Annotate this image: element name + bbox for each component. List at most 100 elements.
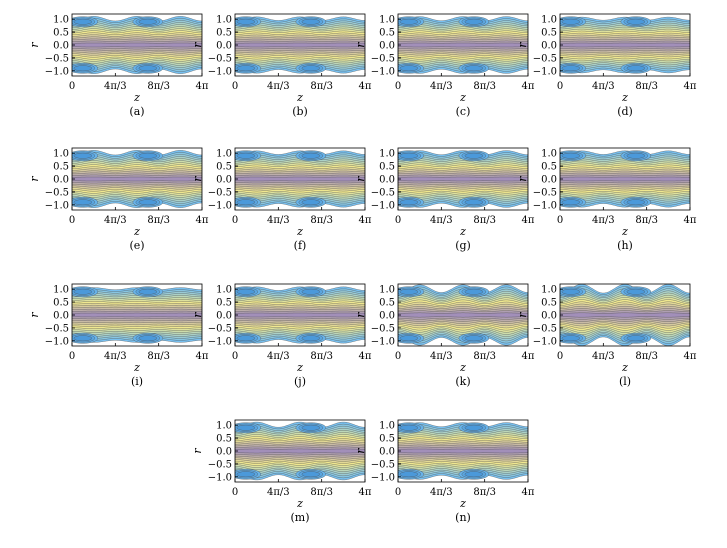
vortex-cell bbox=[626, 335, 646, 342]
vortex-cell bbox=[626, 288, 646, 295]
y-tick-label: 1.0 bbox=[53, 149, 69, 160]
y-tick-label: −0.5 bbox=[371, 459, 395, 470]
y-tick-label: 0.0 bbox=[379, 447, 395, 458]
x-tick-label: 0 bbox=[395, 487, 401, 498]
y-tick-label: 0.5 bbox=[53, 28, 69, 39]
x-tick-label: 8π/3 bbox=[310, 351, 333, 362]
x-tick-label: 4π bbox=[522, 351, 535, 362]
x-axis-label: z bbox=[621, 91, 628, 104]
vortex-cell bbox=[399, 335, 419, 342]
vortex-cell bbox=[301, 288, 321, 295]
y-tick-label: 0.5 bbox=[379, 162, 395, 173]
y-tick-label: −1.0 bbox=[45, 336, 69, 347]
x-tick-label: 0 bbox=[557, 215, 563, 226]
vortex-cell bbox=[236, 471, 256, 478]
x-tick-label: 8π/3 bbox=[147, 215, 170, 226]
y-tick-label: 0.0 bbox=[541, 175, 557, 186]
y-tick-label: −1.0 bbox=[533, 66, 557, 77]
contour-band bbox=[560, 42, 690, 48]
vortex-cell bbox=[399, 65, 419, 72]
y-axis-label: r bbox=[28, 42, 41, 48]
y-tick-label: 1.0 bbox=[379, 285, 395, 296]
panel-caption: (n) bbox=[455, 511, 471, 524]
y-tick-label: 1.0 bbox=[216, 285, 232, 296]
y-tick-label: 0.0 bbox=[379, 41, 395, 52]
y-tick-label: 0.5 bbox=[379, 298, 395, 309]
panel-j: 1.0 0.5 0.0−0.5 −1.00 4π/3 8π/3 4π z r (j) bbox=[191, 283, 372, 388]
panel-h: 1.0 0.5 0.0−0.5 −1.00 4π/3 8π/3 4π z r (h) bbox=[516, 147, 697, 252]
y-axis-label: r bbox=[28, 312, 41, 318]
vortex-cell bbox=[561, 335, 581, 342]
y-tick-label: −1.0 bbox=[371, 200, 395, 211]
y-tick-label: −0.5 bbox=[45, 187, 69, 198]
vortex-cell bbox=[561, 288, 581, 295]
x-tick-label: 8π/3 bbox=[473, 81, 496, 92]
vortex-cell bbox=[138, 199, 158, 206]
vortex-cell bbox=[399, 471, 419, 478]
x-tick-label: 4π bbox=[196, 81, 209, 92]
panel-m: 1.0 0.5 0.0−0.5 −1.00 4π/3 8π/3 4π z r (m) bbox=[191, 419, 372, 524]
y-axis-label: r bbox=[191, 448, 204, 454]
panel-caption: (m) bbox=[290, 511, 309, 524]
vortex-cell bbox=[464, 65, 484, 72]
y-tick-label: −0.5 bbox=[533, 53, 557, 64]
y-tick-label: 0.5 bbox=[216, 28, 232, 39]
contour-band bbox=[72, 176, 202, 182]
contour-band bbox=[235, 312, 365, 318]
x-axis-label: z bbox=[621, 361, 628, 374]
x-tick-label: 0 bbox=[557, 81, 563, 92]
y-tick-label: −1.0 bbox=[208, 472, 232, 483]
x-tick-label: 0 bbox=[395, 351, 401, 362]
y-tick-label: 0.5 bbox=[541, 298, 557, 309]
y-tick-label: 0.0 bbox=[53, 175, 69, 186]
vortex-cell bbox=[626, 199, 646, 206]
x-tick-label: 8π/3 bbox=[635, 81, 658, 92]
vortex-cell bbox=[464, 199, 484, 206]
contour-band bbox=[235, 176, 365, 182]
vortex-cell bbox=[464, 424, 484, 431]
x-tick-label: 0 bbox=[557, 351, 563, 362]
y-tick-label: 1.0 bbox=[541, 149, 557, 160]
x-tick-label: 8π/3 bbox=[635, 215, 658, 226]
y-tick-label: 1.0 bbox=[379, 149, 395, 160]
x-tick-label: 4π bbox=[522, 81, 535, 92]
y-tick-label: 0.5 bbox=[541, 162, 557, 173]
y-tick-label: −1.0 bbox=[533, 336, 557, 347]
x-tick-label: 4π/3 bbox=[267, 351, 290, 362]
panel-caption: (i) bbox=[131, 375, 143, 388]
x-axis-label: z bbox=[133, 91, 140, 104]
y-axis-label: r bbox=[516, 312, 529, 318]
y-tick-label: 0.0 bbox=[216, 41, 232, 52]
y-tick-label: −0.5 bbox=[371, 53, 395, 64]
vortex-cell bbox=[301, 471, 321, 478]
panel-caption: (k) bbox=[455, 375, 470, 388]
y-tick-label: 0.0 bbox=[216, 447, 232, 458]
x-tick-label: 8π/3 bbox=[147, 351, 170, 362]
y-tick-label: 0.5 bbox=[216, 434, 232, 445]
y-axis-label: r bbox=[28, 176, 41, 182]
contour-band bbox=[398, 312, 528, 318]
y-tick-label: 0.5 bbox=[541, 28, 557, 39]
y-tick-label: −1.0 bbox=[371, 66, 395, 77]
y-axis-label: r bbox=[191, 176, 204, 182]
y-axis-label: r bbox=[516, 42, 529, 48]
x-axis-label: z bbox=[459, 225, 466, 238]
y-tick-label: 0.0 bbox=[541, 311, 557, 322]
x-tick-label: 4π/3 bbox=[430, 487, 453, 498]
x-tick-label: 0 bbox=[69, 351, 75, 362]
x-tick-label: 4π bbox=[359, 487, 372, 498]
vortex-cell bbox=[464, 335, 484, 342]
x-tick-label: 4π/3 bbox=[592, 351, 615, 362]
y-tick-label: 1.0 bbox=[541, 285, 557, 296]
vortex-cell bbox=[399, 152, 419, 159]
vortex-cell bbox=[561, 18, 581, 25]
y-tick-label: −0.5 bbox=[208, 323, 232, 334]
vortex-cell bbox=[301, 424, 321, 431]
panel-k: 1.0 0.5 0.0−0.5 −1.00 4π/3 8π/3 4π z r (k) bbox=[354, 283, 535, 388]
vortex-cell bbox=[301, 335, 321, 342]
x-tick-label: 4π/3 bbox=[104, 351, 127, 362]
vortex-cell bbox=[464, 18, 484, 25]
y-tick-label: 1.0 bbox=[53, 285, 69, 296]
x-tick-label: 4π bbox=[359, 215, 372, 226]
